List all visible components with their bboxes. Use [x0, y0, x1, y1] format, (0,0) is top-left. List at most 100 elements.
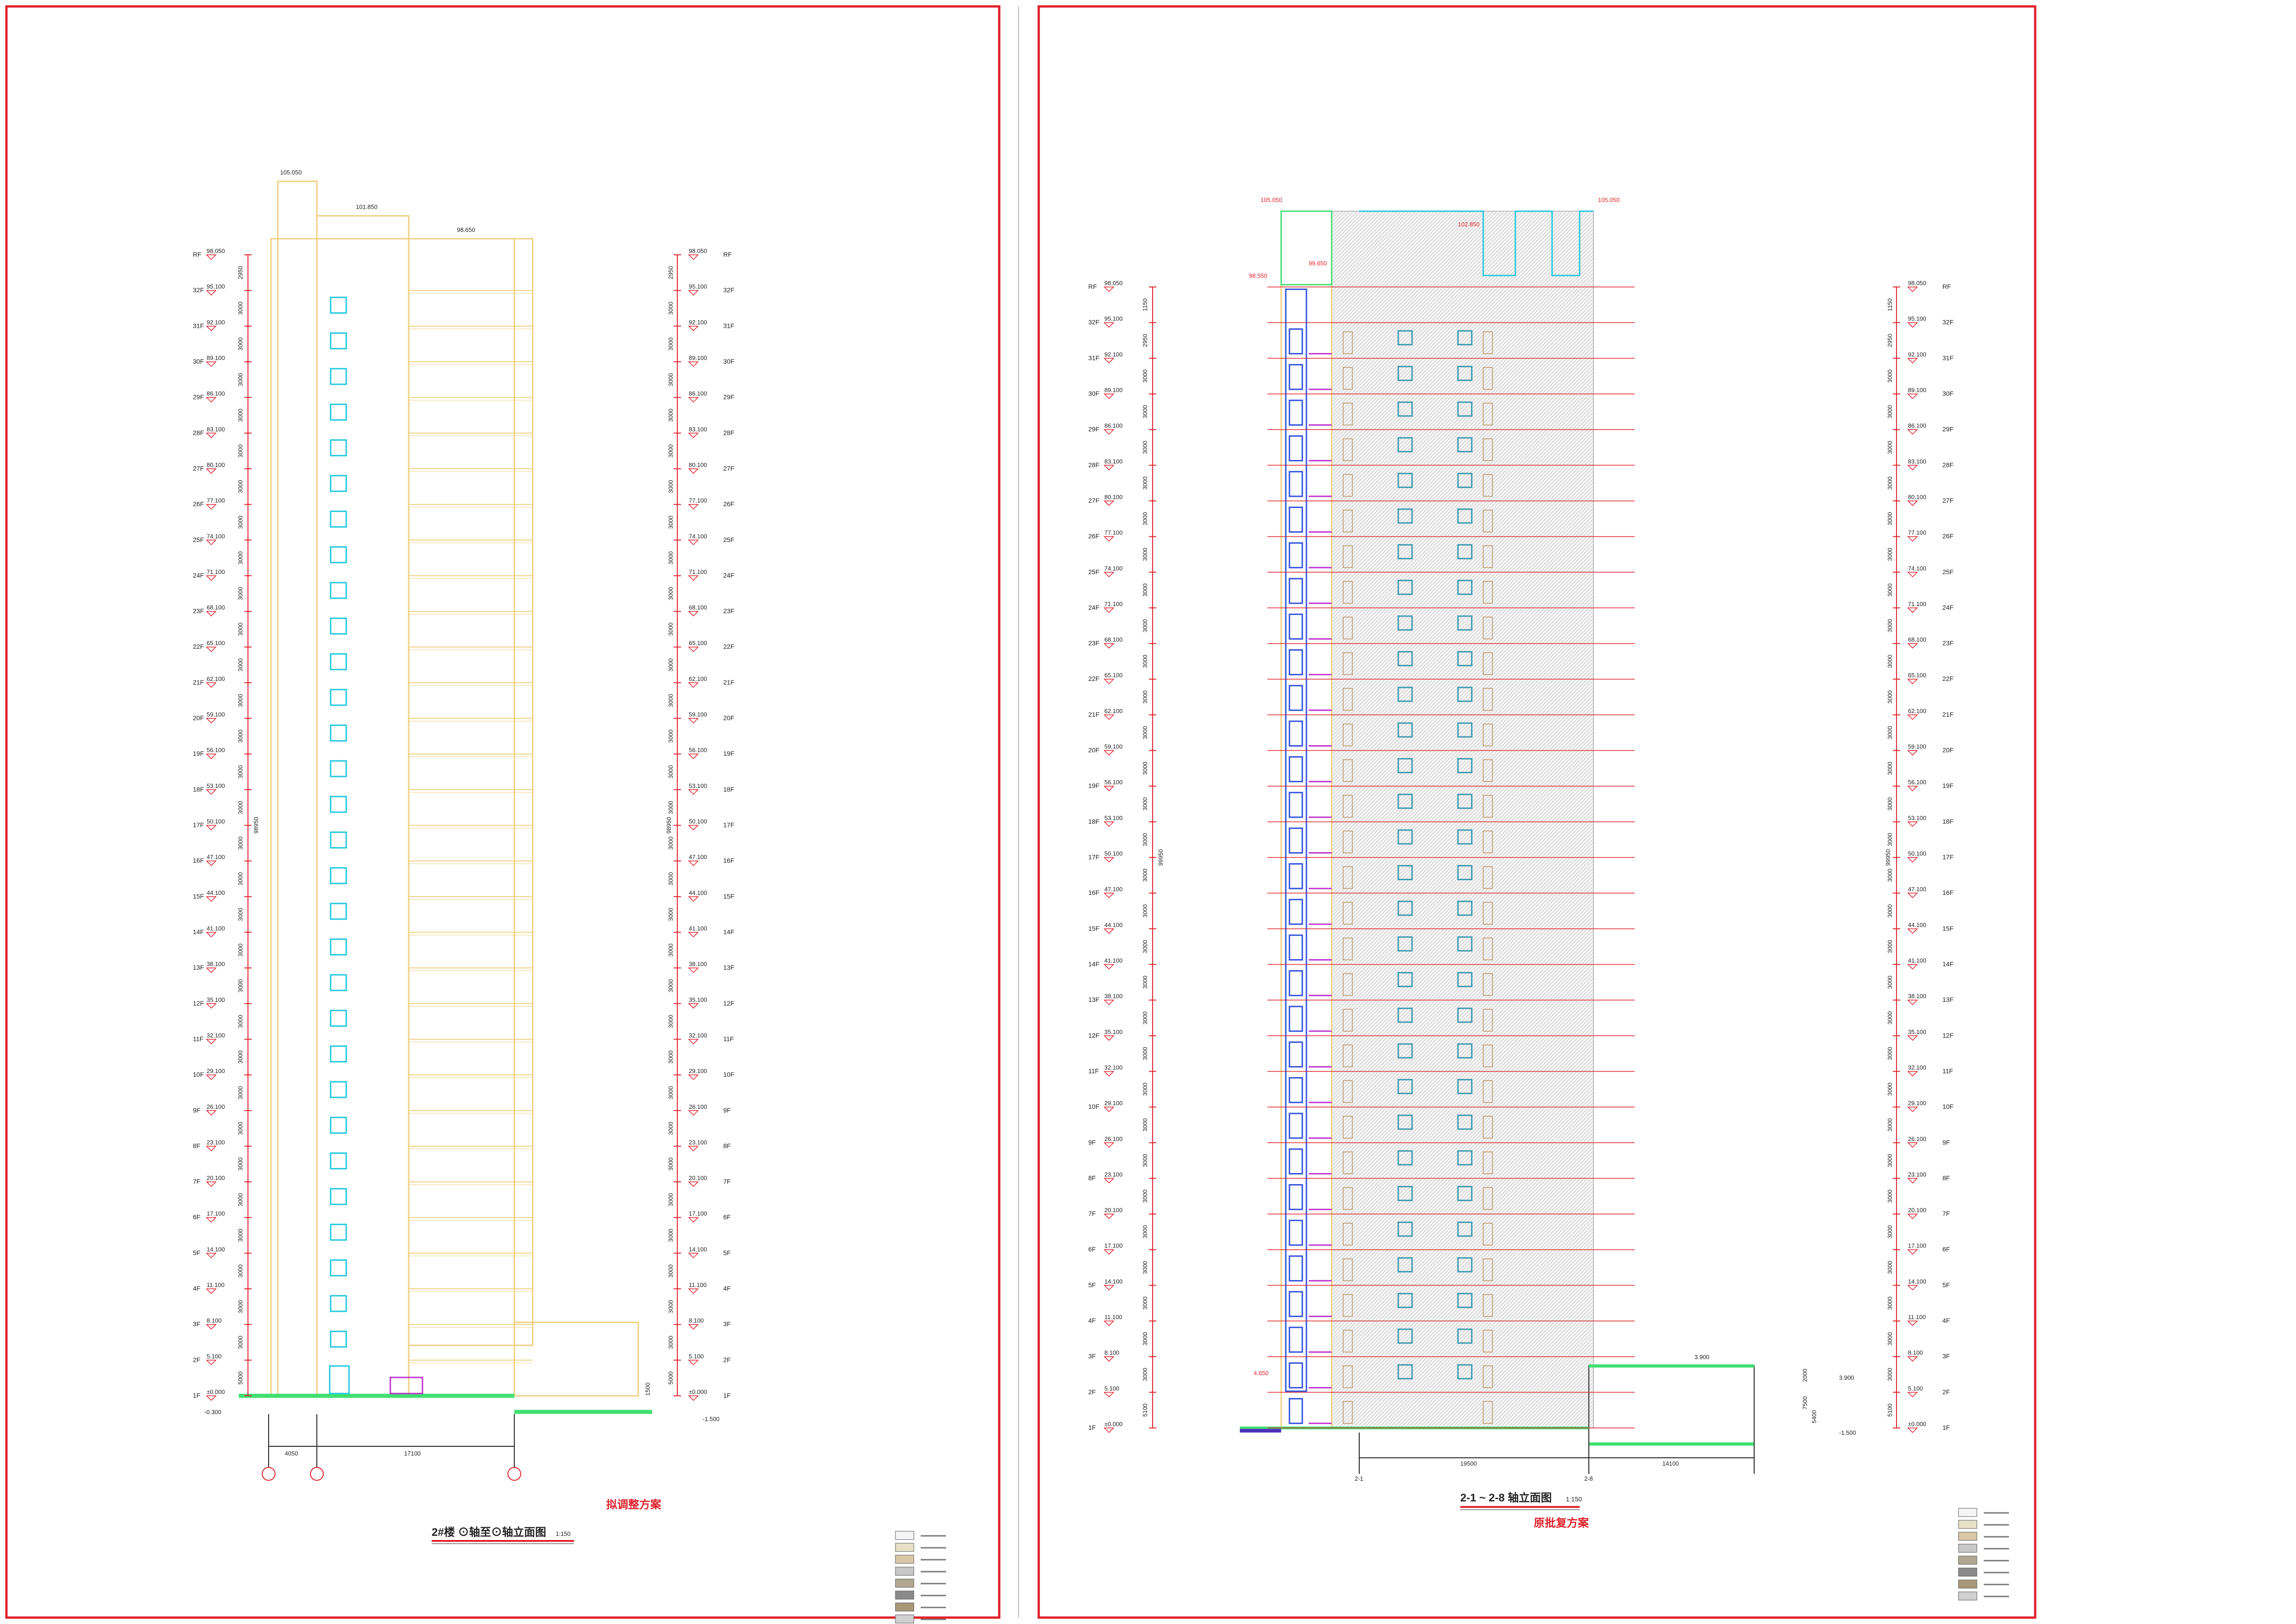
story-height: 3000: [237, 765, 244, 779]
story-height: 3000: [667, 837, 674, 850]
story-height: 3000: [1142, 869, 1148, 882]
elevation-label: 83.100: [1908, 458, 1926, 465]
elevation-label: 41.100: [1908, 957, 1926, 964]
elevation-marker: [206, 539, 217, 545]
floor-label: 19F: [723, 750, 734, 757]
floor-label: 22F: [193, 643, 204, 650]
legend-swatch: [1958, 1544, 1977, 1553]
story-height: 3000: [237, 1051, 244, 1064]
right-column-mark: [1343, 902, 1353, 925]
elevation-label: 89.100: [1104, 387, 1123, 393]
elevation-marker: [1907, 287, 1918, 292]
story-height: 3000: [1142, 1118, 1148, 1131]
elevation-marker: [1103, 393, 1114, 399]
right-base-dim-2: 7500: [1801, 1396, 1808, 1410]
floor-label: 21F: [1942, 711, 1953, 718]
floor-label: 13F: [723, 964, 734, 971]
elevation-marker: [1103, 893, 1114, 899]
elevation-label: 41.100: [207, 925, 225, 932]
story-height: 3000: [1886, 584, 1893, 597]
elevation-marker: [1103, 1321, 1114, 1326]
right-column-mark: [1343, 1187, 1353, 1210]
left-window: [330, 689, 347, 706]
right-column-mark: [1343, 581, 1353, 604]
elevation-marker: [206, 290, 217, 296]
right-column-mark: [1343, 759, 1353, 782]
right-column-mark: [1343, 1223, 1353, 1246]
elevation-marker: [1103, 322, 1114, 328]
elevation-label: 14.100: [1104, 1278, 1123, 1285]
elevation-marker: [1907, 964, 1918, 970]
story-height: 5000: [237, 1371, 244, 1385]
elevation-marker: [1907, 679, 1918, 685]
right-column-mark: [1343, 545, 1353, 568]
elevation-label: 29.100: [1908, 1100, 1926, 1107]
story-height: 3000: [1142, 441, 1148, 454]
elevation-label: 65.100: [689, 640, 707, 646]
elevation-marker: [1103, 1142, 1114, 1148]
right-column-mark: [1343, 1258, 1353, 1281]
left-window: [330, 582, 347, 599]
left-window: [330, 1117, 347, 1134]
floor-label: 4F: [1942, 1317, 1950, 1324]
left-window: [330, 832, 347, 849]
story-height: 2950: [1142, 334, 1148, 347]
elevation-marker: [688, 825, 699, 831]
right-column-mark: [1483, 866, 1493, 889]
elevation-label: 35.100: [1104, 1028, 1123, 1035]
elevation-marker: [1907, 607, 1918, 613]
elevation-label: 65.100: [1104, 672, 1123, 679]
right-grid-axis-1: 2-1: [1355, 1475, 1363, 1482]
elevation-marker: [206, 1146, 217, 1152]
floor-label: 16F: [1088, 889, 1099, 896]
total-height: 98950: [665, 817, 672, 833]
elevation-marker: [1907, 714, 1918, 720]
right-roof-outline: [1359, 210, 1593, 276]
floor-label: 26F: [1088, 533, 1099, 540]
elevation-label: 53.100: [689, 782, 707, 789]
right-window: [1457, 1007, 1473, 1023]
right-column-mark: [1483, 1365, 1493, 1388]
left-dim-2: 17100: [404, 1450, 421, 1457]
floor-label: 29F: [1088, 426, 1099, 433]
elevation-marker: [206, 860, 217, 866]
right-window: [1397, 1328, 1413, 1344]
right-window: [1397, 544, 1413, 560]
floor-label: 29F: [723, 393, 734, 401]
right-balcony-glass: [1289, 1077, 1303, 1103]
floor-label: RF: [723, 251, 732, 258]
right-balcony-marks: [1289, 328, 1493, 1424]
right-column-mark: [1343, 1365, 1353, 1388]
floor-label: 14F: [723, 928, 734, 935]
floor-label: 18F: [1942, 818, 1953, 825]
elevation-marker: [1103, 1249, 1114, 1255]
right-window: [1397, 330, 1413, 346]
right-column-mark: [1483, 403, 1493, 426]
floor-label: 9F: [193, 1107, 200, 1114]
legend-swatch: [1958, 1579, 1977, 1589]
right-window: [1457, 1328, 1473, 1344]
legend-swatch: [895, 1590, 914, 1600]
elevation-marker: [688, 1181, 699, 1187]
elevation-marker: [1103, 964, 1114, 970]
story-height: 3000: [237, 837, 244, 850]
floor-label: 17F: [1088, 854, 1099, 861]
floor-label: 5F: [723, 1249, 731, 1256]
elevation-label: 11.100: [207, 1281, 225, 1288]
floor-label: 9F: [1942, 1139, 1950, 1146]
floor-label: 27F: [1088, 497, 1099, 504]
right-window: [1397, 936, 1413, 952]
elevation-label: 83.100: [207, 426, 225, 433]
floor-label: 20F: [1088, 747, 1099, 754]
elevation-label: 92.100: [1104, 351, 1123, 358]
floor-label: 6F: [193, 1214, 200, 1221]
story-height: 3000: [237, 1336, 244, 1349]
story-height: 3000: [1886, 1297, 1893, 1310]
elevation-marker: [1103, 857, 1114, 863]
story-height: 3000: [237, 337, 244, 351]
legend-swatch: [895, 1602, 914, 1612]
right-window: [1397, 579, 1413, 595]
story-height: 2950: [667, 266, 674, 279]
story-height: 3000: [1886, 976, 1893, 989]
elevation-label: 68.100: [1104, 636, 1123, 643]
